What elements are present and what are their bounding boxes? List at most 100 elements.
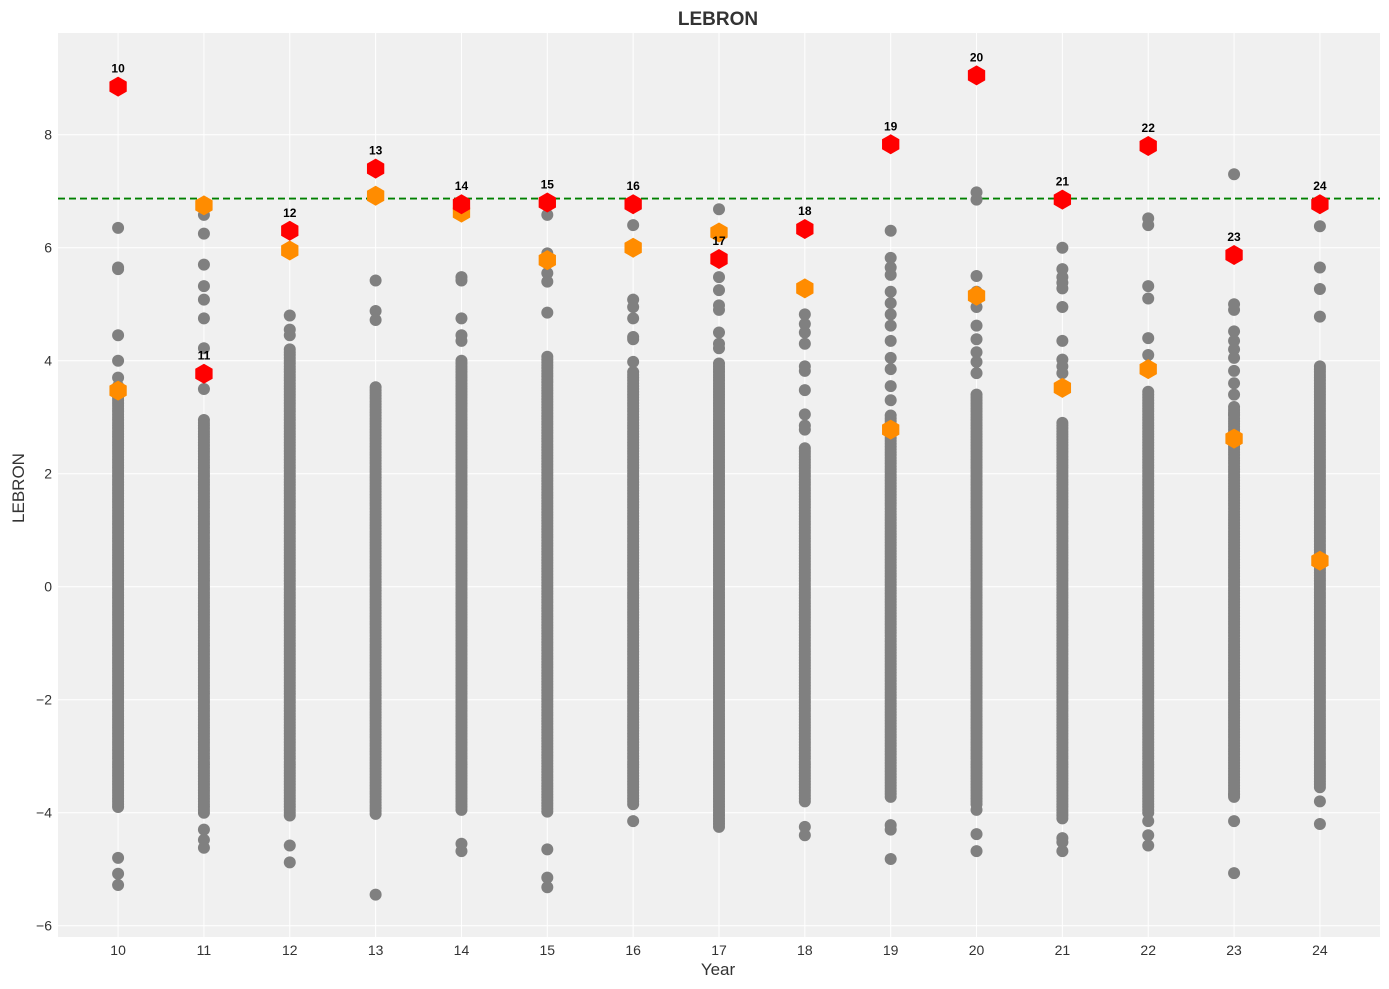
x-tick-label: 12 [282,942,298,958]
other-player-point [283,329,296,342]
other-player-point [884,251,897,264]
y-tick-label: 8 [44,127,52,143]
leader-point-label: 24 [1313,179,1327,193]
other-player-point [970,355,983,368]
other-player-point [1228,343,1241,356]
other-player-point [884,394,897,407]
x-tick-label: 15 [540,942,556,958]
leader-point [796,219,814,240]
other-player-point [1313,220,1326,233]
other-player-point [798,442,811,455]
other-player-point [1142,385,1155,398]
other-player-point [197,841,210,854]
other-player-point [197,342,210,355]
other-player-point [112,371,125,384]
other-player-point [197,414,210,427]
leader-point [538,192,556,213]
other-player-point [884,308,897,321]
y-tick-label: 4 [44,353,52,369]
other-player-point [627,312,640,325]
second-highlight-point [624,237,642,258]
leader-point [1311,194,1329,215]
other-player-point [541,871,554,884]
second-highlight-point [1225,428,1243,449]
leader-point [195,363,213,384]
other-player-point [798,364,811,377]
second-highlight-point [882,419,900,440]
other-player-point [884,363,897,376]
point-labels: 10 11 12 13 14 15 16 17 18 19 20 21 22 23 24 [111,50,1326,362]
y-tick-label: 6 [44,240,52,256]
other-player-point [1056,301,1069,314]
other-player-point [1142,280,1155,293]
other-player-point [541,843,554,856]
leader-point [281,220,299,241]
other-player-point [369,274,382,287]
other-player-point [970,845,983,858]
y-tick-label: −4 [36,805,52,821]
other-player-point [1313,310,1326,323]
other-player-point [970,388,983,401]
other-player-point [112,354,125,367]
other-player-point [884,224,897,237]
other-player-point [112,851,125,864]
y-tick-label: 0 [44,579,52,595]
other-player-point [1313,282,1326,295]
other-player-point [1056,845,1069,858]
other-player-point [884,380,897,393]
other-player-point [713,326,725,339]
other-player-point [1228,788,1241,801]
other-player-point [798,423,811,436]
other-player-point [970,319,983,332]
y-axis-label: LEBRON [9,453,28,523]
other-player-point [627,219,640,232]
other-player-point [970,269,983,282]
leader-point [624,194,642,215]
other-player-point [798,337,811,350]
other-player-point [970,346,983,359]
second-highlight-point [1139,359,1157,380]
other-player-point [970,828,983,841]
other-player-point [541,275,554,288]
other-player-point [798,384,811,397]
other-player-point [283,343,296,356]
other-player-point [713,203,725,216]
second-highlight-point [281,240,299,261]
other-player-point [112,879,125,892]
other-player-point [798,829,811,842]
leader-point [1225,245,1243,266]
leader-point [366,158,385,179]
other-player-point [1228,168,1241,181]
other-player-point [1142,292,1155,305]
other-player-point [541,881,554,894]
other-player-point [455,334,468,347]
other-player-point [369,304,382,317]
other-player-point [627,333,640,346]
x-tick-label: 21 [1055,942,1071,958]
leader-point-label: 17 [712,234,726,248]
leader-point-label: 11 [198,349,211,363]
data-points [109,65,1329,901]
other-player-point [884,351,897,364]
other-player-point [798,408,811,421]
other-player-point [1228,364,1241,377]
x-axis-label: Year [701,960,736,979]
x-tick-label: 24 [1312,942,1328,958]
y-tick-label: −2 [36,692,52,708]
x-tick-label: 22 [1140,942,1156,958]
other-player-point [713,357,725,370]
other-player-point [627,815,640,828]
other-player-point [197,227,210,240]
leader-point-label: 19 [884,119,898,133]
other-player-point [1228,303,1241,316]
other-player-point [884,268,897,281]
second-highlight-point [538,250,556,271]
other-player-point [369,888,382,901]
y-tick-label: 2 [44,466,52,482]
other-player-point [1142,839,1155,852]
other-player-point [798,820,811,833]
other-player-point [884,334,897,347]
other-player-point [798,317,811,330]
other-player-point [455,354,468,367]
